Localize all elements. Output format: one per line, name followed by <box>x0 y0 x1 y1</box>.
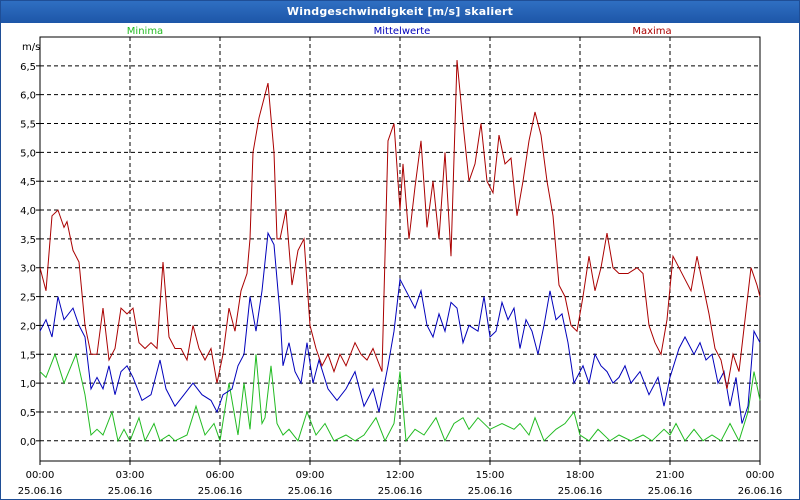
y-tick-label: 1,0 <box>20 379 36 390</box>
x-axis-ticks: 00:00 25.06.16 03:00 25.06.16 06:00 25.06.16 0… <box>18 461 783 497</box>
y-axis-ticks: 0,0 0,5 1,0 1,5 2,0 2,5 3,0 3,5 4,0 4,5 5,0 5,5 6,0 6… <box>20 62 40 448</box>
x-tick-date: 25.06.16 <box>468 486 513 497</box>
grid <box>40 37 760 461</box>
y-tick-label: 5,5 <box>20 120 36 131</box>
x-tick-time: 18:00 <box>566 470 595 481</box>
x-tick-date: 25.06.16 <box>558 486 603 497</box>
x-tick-time: 12:00 <box>386 470 415 481</box>
x-tick-time: 09:00 <box>296 470 325 481</box>
y-tick-label: 5,0 <box>20 148 36 159</box>
x-tick-date: 25.06.16 <box>198 486 243 497</box>
x-tick-time: 06:00 <box>206 470 235 481</box>
y-tick-label: 3,5 <box>20 235 36 246</box>
y-axis-unit: m/s <box>22 42 40 53</box>
x-tick-date: 26.06.16 <box>738 486 783 497</box>
window-title: Windgeschwindigkeit [m/s] skaliert <box>1 1 799 23</box>
y-tick-label: 6,0 <box>20 91 36 102</box>
x-tick-date: 25.06.16 <box>18 486 63 497</box>
legend: Minima Mittelwerte Maxima <box>127 26 672 37</box>
series-line-minima <box>39 352 761 443</box>
y-tick-label: 1,5 <box>20 350 36 361</box>
series-group <box>39 60 761 443</box>
y-tick-label: 2,5 <box>20 293 36 304</box>
x-tick-time: 15:00 <box>476 470 505 481</box>
y-tick-label: 0,0 <box>20 437 36 448</box>
x-tick-time: 21:00 <box>656 470 685 481</box>
series-line-mittelwerte <box>39 231 761 424</box>
legend-mittelwerte: Mittelwerte <box>374 26 431 37</box>
y-tick-label: 6,5 <box>20 62 36 73</box>
y-tick-label: 4,0 <box>20 206 36 217</box>
x-tick-time: 00:00 <box>26 470 55 481</box>
x-tick-date: 25.06.16 <box>108 486 153 497</box>
y-tick-label: 3,0 <box>20 264 36 275</box>
y-tick-label: 4,5 <box>20 177 36 188</box>
legend-maxima: Maxima <box>632 26 671 37</box>
y-tick-label: 0,5 <box>20 408 36 419</box>
series-line-maxima <box>39 60 761 390</box>
x-tick-date: 25.06.16 <box>378 486 423 497</box>
x-tick-date: 25.06.16 <box>648 486 693 497</box>
x-tick-time: 03:00 <box>116 470 145 481</box>
x-tick-time: 00:00 <box>746 470 775 481</box>
legend-minima: Minima <box>127 26 163 37</box>
y-tick-label: 2,0 <box>20 321 36 332</box>
x-tick-date: 25.06.16 <box>288 486 333 497</box>
